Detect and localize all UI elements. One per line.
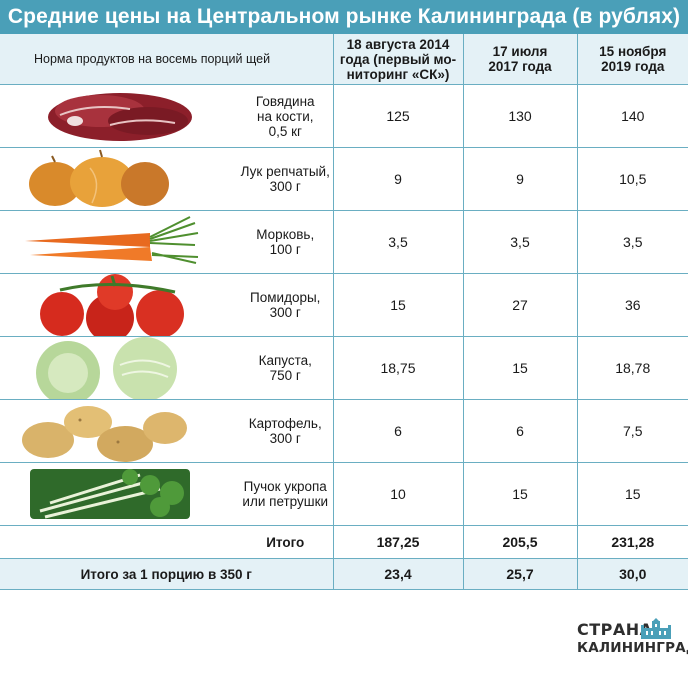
product-name: Пучок укропа или петрушки xyxy=(238,462,334,526)
price-cell: 6 xyxy=(462,399,578,463)
onion-image xyxy=(0,147,238,211)
strana-kaliningrad-logo: СТРАНА КАЛИНИНГРАД xyxy=(577,618,688,666)
price-cell: 15 xyxy=(332,273,464,337)
per-portion-label: Итого за 1 порцию в 350 г xyxy=(0,558,334,590)
price-cell: 3,5 xyxy=(462,210,578,274)
page-title: Средние цены на Центральном рынке Калини… xyxy=(0,0,688,34)
total-value: 231,28 xyxy=(576,525,688,559)
logo-line-1: СТРАНА xyxy=(577,620,653,639)
product-name-line: Капуста, xyxy=(258,353,312,368)
per-portion-row: Итого за 1 порцию в 350 г 23,4 25,7 30,0 xyxy=(0,558,688,590)
date-line: 18 августа 2014 xyxy=(346,36,450,52)
product-name-line: 100 г xyxy=(269,242,301,257)
price-cell: 6 xyxy=(332,399,464,463)
product-name-line: 0,5 кг xyxy=(268,123,302,139)
table-row: Морковь, 100 г 3,5 3,5 3,5 xyxy=(0,210,688,274)
product-name: Капуста, 750 г xyxy=(238,336,334,400)
date-header-2014: 18 августа 2014 года (первый мо- ниторин… xyxy=(332,34,464,85)
price-cell: 27 xyxy=(462,273,578,337)
date-header-2017: 17 июля 2017 года xyxy=(462,34,578,85)
product-name-line: 750 г xyxy=(269,368,301,383)
date-header-2019: 15 ноября 2019 года xyxy=(576,34,688,85)
product-name-line: Пучок укропа xyxy=(243,479,327,494)
price-cell: 9 xyxy=(462,147,578,211)
per-portion-value: 25,7 xyxy=(462,558,578,590)
price-cell: 18,78 xyxy=(576,336,688,400)
price-cell: 10,5 xyxy=(576,147,688,211)
date-line: 2019 года xyxy=(601,59,665,74)
price-cell: 10 xyxy=(332,462,464,526)
product-name: Помидоры, 300 г xyxy=(238,273,334,337)
product-name: Картофель, 300 г xyxy=(238,399,334,463)
price-cell: 130 xyxy=(462,84,578,148)
total-row: Итого 187,25 205,5 231,28 xyxy=(0,525,688,559)
price-cell: 18,75 xyxy=(332,336,464,400)
table-row: Картофель, 300 г 6 6 7,5 xyxy=(0,399,688,463)
beef-image xyxy=(0,84,238,148)
date-line: года (первый мо- xyxy=(339,51,457,67)
product-name-line: 300 г xyxy=(269,431,301,446)
price-table: Норма продуктов на восемь порций щей 18 … xyxy=(0,34,688,590)
date-line: 17 июля xyxy=(492,44,548,59)
product-name: Лук репчатый, 300 г xyxy=(238,147,334,211)
price-cell: 15 xyxy=(576,462,688,526)
tomato-image xyxy=(0,273,238,337)
price-cell: 125 xyxy=(332,84,464,148)
price-cell: 7,5 xyxy=(576,399,688,463)
product-name-line: Морковь, xyxy=(256,227,315,242)
cabbage-image xyxy=(0,336,238,400)
price-cell: 3,5 xyxy=(576,210,688,274)
logo-line-2: КАЛИНИНГРАД xyxy=(577,640,688,656)
table-row: Капуста, 750 г 18,75 15 18,78 xyxy=(0,336,688,400)
date-line: ниторинг «СК») xyxy=(346,66,450,82)
price-cell: 3,5 xyxy=(332,210,464,274)
herbs-image xyxy=(0,462,238,526)
norm-header: Норма продуктов на восемь порций щей xyxy=(0,34,334,85)
table-header-row: Норма продуктов на восемь порций щей 18 … xyxy=(0,34,688,85)
product-name-line: Картофель, xyxy=(248,416,322,431)
total-spacer xyxy=(0,525,238,559)
product-name: Говядина на кости, 0,5 кг xyxy=(238,84,334,148)
per-portion-value: 30,0 xyxy=(576,558,688,590)
product-name-line: 300 г xyxy=(269,179,301,194)
price-cell: 9 xyxy=(332,147,464,211)
price-cell: 140 xyxy=(576,84,688,148)
product-name: Морковь, 100 г xyxy=(238,210,334,274)
product-name-line: Помидоры, xyxy=(250,290,321,305)
product-name-line: на кости, xyxy=(256,108,314,124)
table-row: Говядина на кости, 0,5 кг 125 130 140 xyxy=(0,84,688,148)
product-name-line: Лук репчатый, xyxy=(240,164,330,179)
product-name-line: 300 г xyxy=(269,305,301,320)
date-line: 15 ноября xyxy=(599,44,667,59)
price-cell: 15 xyxy=(462,336,578,400)
price-cell: 15 xyxy=(462,462,578,526)
total-label: Итого xyxy=(238,525,334,559)
table-row: Помидоры, 300 г 15 27 36 xyxy=(0,273,688,337)
table-row: Лук репчатый, 300 г 9 9 10,5 xyxy=(0,147,688,211)
total-value: 187,25 xyxy=(332,525,464,559)
table-row: Пучок укропа или петрушки 10 15 15 xyxy=(0,462,688,526)
date-line: 2017 года xyxy=(488,59,552,74)
castle-icon xyxy=(641,618,671,639)
product-name-line: Говядина xyxy=(255,93,315,109)
per-portion-value: 23,4 xyxy=(332,558,464,590)
product-name-line: или петрушки xyxy=(242,494,329,509)
price-cell: 36 xyxy=(576,273,688,337)
potato-image xyxy=(0,399,238,463)
carrot-image xyxy=(0,210,238,274)
total-value: 205,5 xyxy=(462,525,578,559)
